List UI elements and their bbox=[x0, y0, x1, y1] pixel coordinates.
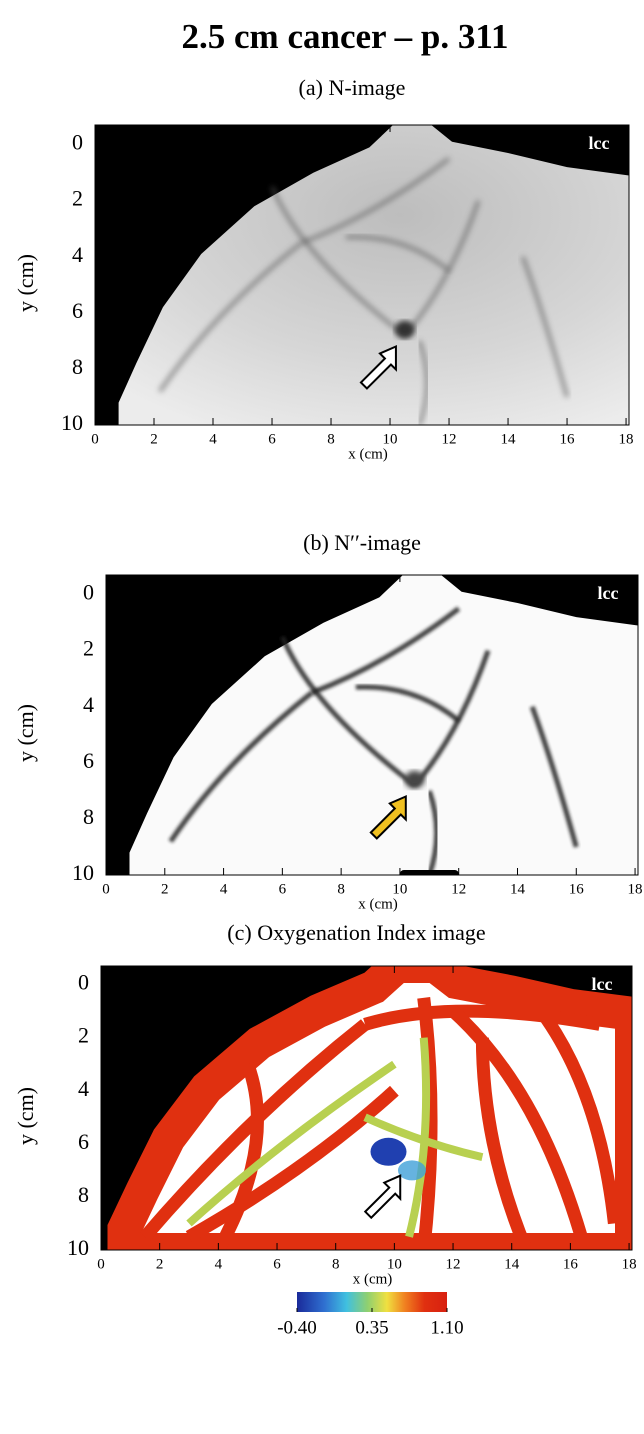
x-tick-label: 16 bbox=[569, 881, 585, 897]
x-tick-label: 10 bbox=[383, 431, 398, 447]
y-tick-label: 10 bbox=[61, 410, 83, 435]
x-tick-label: 2 bbox=[156, 1256, 164, 1272]
x-tick-label: 14 bbox=[501, 431, 517, 447]
y-tick-label: 2 bbox=[83, 636, 94, 661]
y-tick-label: 6 bbox=[78, 1129, 89, 1154]
annotation: lcc bbox=[589, 133, 610, 153]
lesion bbox=[371, 1138, 407, 1166]
x-tick-label: 4 bbox=[209, 431, 217, 447]
edge-mark bbox=[400, 870, 459, 878]
x-tick-label: 12 bbox=[442, 431, 457, 447]
x-tick-label: 14 bbox=[504, 1256, 520, 1272]
x-tick-label: 14 bbox=[510, 881, 526, 897]
x-tick-label: 4 bbox=[215, 1256, 223, 1272]
y-tick-label: 4 bbox=[78, 1076, 89, 1101]
y-tick-label: 10 bbox=[67, 1235, 89, 1260]
x-tick-label: 16 bbox=[563, 1256, 579, 1272]
x-tick-label: 8 bbox=[332, 1256, 340, 1272]
x-tick-label: 6 bbox=[279, 881, 287, 897]
lesion-rim bbox=[398, 1160, 426, 1180]
x-tick-label: 4 bbox=[220, 881, 228, 897]
x-tick-label: 10 bbox=[387, 1256, 402, 1272]
x-axis-label: x (cm) bbox=[348, 446, 388, 462]
y-tick-label: 4 bbox=[83, 692, 94, 717]
x-tick-label: 2 bbox=[161, 881, 169, 897]
x-tick-label: 0 bbox=[91, 431, 99, 447]
y-tick-label: 0 bbox=[78, 970, 89, 995]
image-panel: lcc (c) Oxygenation Index image 0 2 4 6 8 10 12 1… bbox=[13, 920, 637, 1338]
x-tick-label: 2 bbox=[150, 431, 158, 447]
y-tick-label: 4 bbox=[72, 242, 83, 267]
x-tick-label: 0 bbox=[102, 881, 110, 897]
x-tick-label: 6 bbox=[268, 431, 276, 447]
annotation: lcc bbox=[592, 974, 613, 994]
colorbar-tick-label: -0.40 bbox=[277, 1317, 317, 1338]
y-tick-label: 8 bbox=[72, 354, 83, 379]
y-tick-label: 2 bbox=[72, 186, 83, 211]
y-axis-label: y (cm) bbox=[13, 254, 38, 312]
y-tick-label: 2 bbox=[78, 1023, 89, 1048]
y-tick-label: 6 bbox=[72, 298, 83, 323]
x-tick-label: 6 bbox=[273, 1256, 281, 1272]
lesion bbox=[395, 321, 415, 339]
annotation: lcc bbox=[598, 583, 619, 603]
y-axis-label: y (cm) bbox=[13, 704, 38, 762]
x-tick-label: 12 bbox=[446, 1256, 461, 1272]
y-tick-label: 6 bbox=[83, 748, 94, 773]
y-tick-label: 10 bbox=[72, 860, 94, 885]
lesion bbox=[405, 771, 425, 789]
x-tick-label: 8 bbox=[327, 431, 335, 447]
y-tick-label: 0 bbox=[72, 130, 83, 155]
x-tick-label: 8 bbox=[337, 881, 345, 897]
y-axis-label: y (cm) bbox=[13, 1087, 38, 1145]
x-axis-label: x (cm) bbox=[353, 1271, 393, 1287]
panel-title: (c) Oxygenation Index image bbox=[227, 920, 485, 945]
x-tick-label: 0 bbox=[97, 1256, 105, 1272]
x-tick-label: 16 bbox=[560, 431, 576, 447]
x-tick-label: 10 bbox=[392, 881, 407, 897]
x-tick-label: 18 bbox=[619, 431, 634, 447]
panel-title: (b) N′′-image bbox=[303, 530, 421, 555]
image bbox=[95, 125, 629, 425]
x-tick-label: 18 bbox=[628, 881, 643, 897]
figure: 2.5 cm cancer – p. 311 lcc (a) N-image 0 2 4… bbox=[0, 0, 644, 1434]
figure-title: 2.5 cm cancer – p. 311 bbox=[182, 17, 509, 56]
x-axis-label: x (cm) bbox=[358, 896, 398, 912]
x-tick-label: 18 bbox=[622, 1256, 637, 1272]
colorbar-tick-label: 0.35 bbox=[355, 1317, 388, 1338]
image bbox=[101, 966, 632, 1250]
colorbar-tick-label: 1.10 bbox=[430, 1317, 463, 1338]
y-tick-label: 8 bbox=[83, 804, 94, 829]
x-tick-label: 12 bbox=[451, 881, 466, 897]
y-tick-label: 0 bbox=[83, 580, 94, 605]
panel-title: (a) N-image bbox=[299, 75, 406, 100]
y-tick-label: 8 bbox=[78, 1182, 89, 1207]
